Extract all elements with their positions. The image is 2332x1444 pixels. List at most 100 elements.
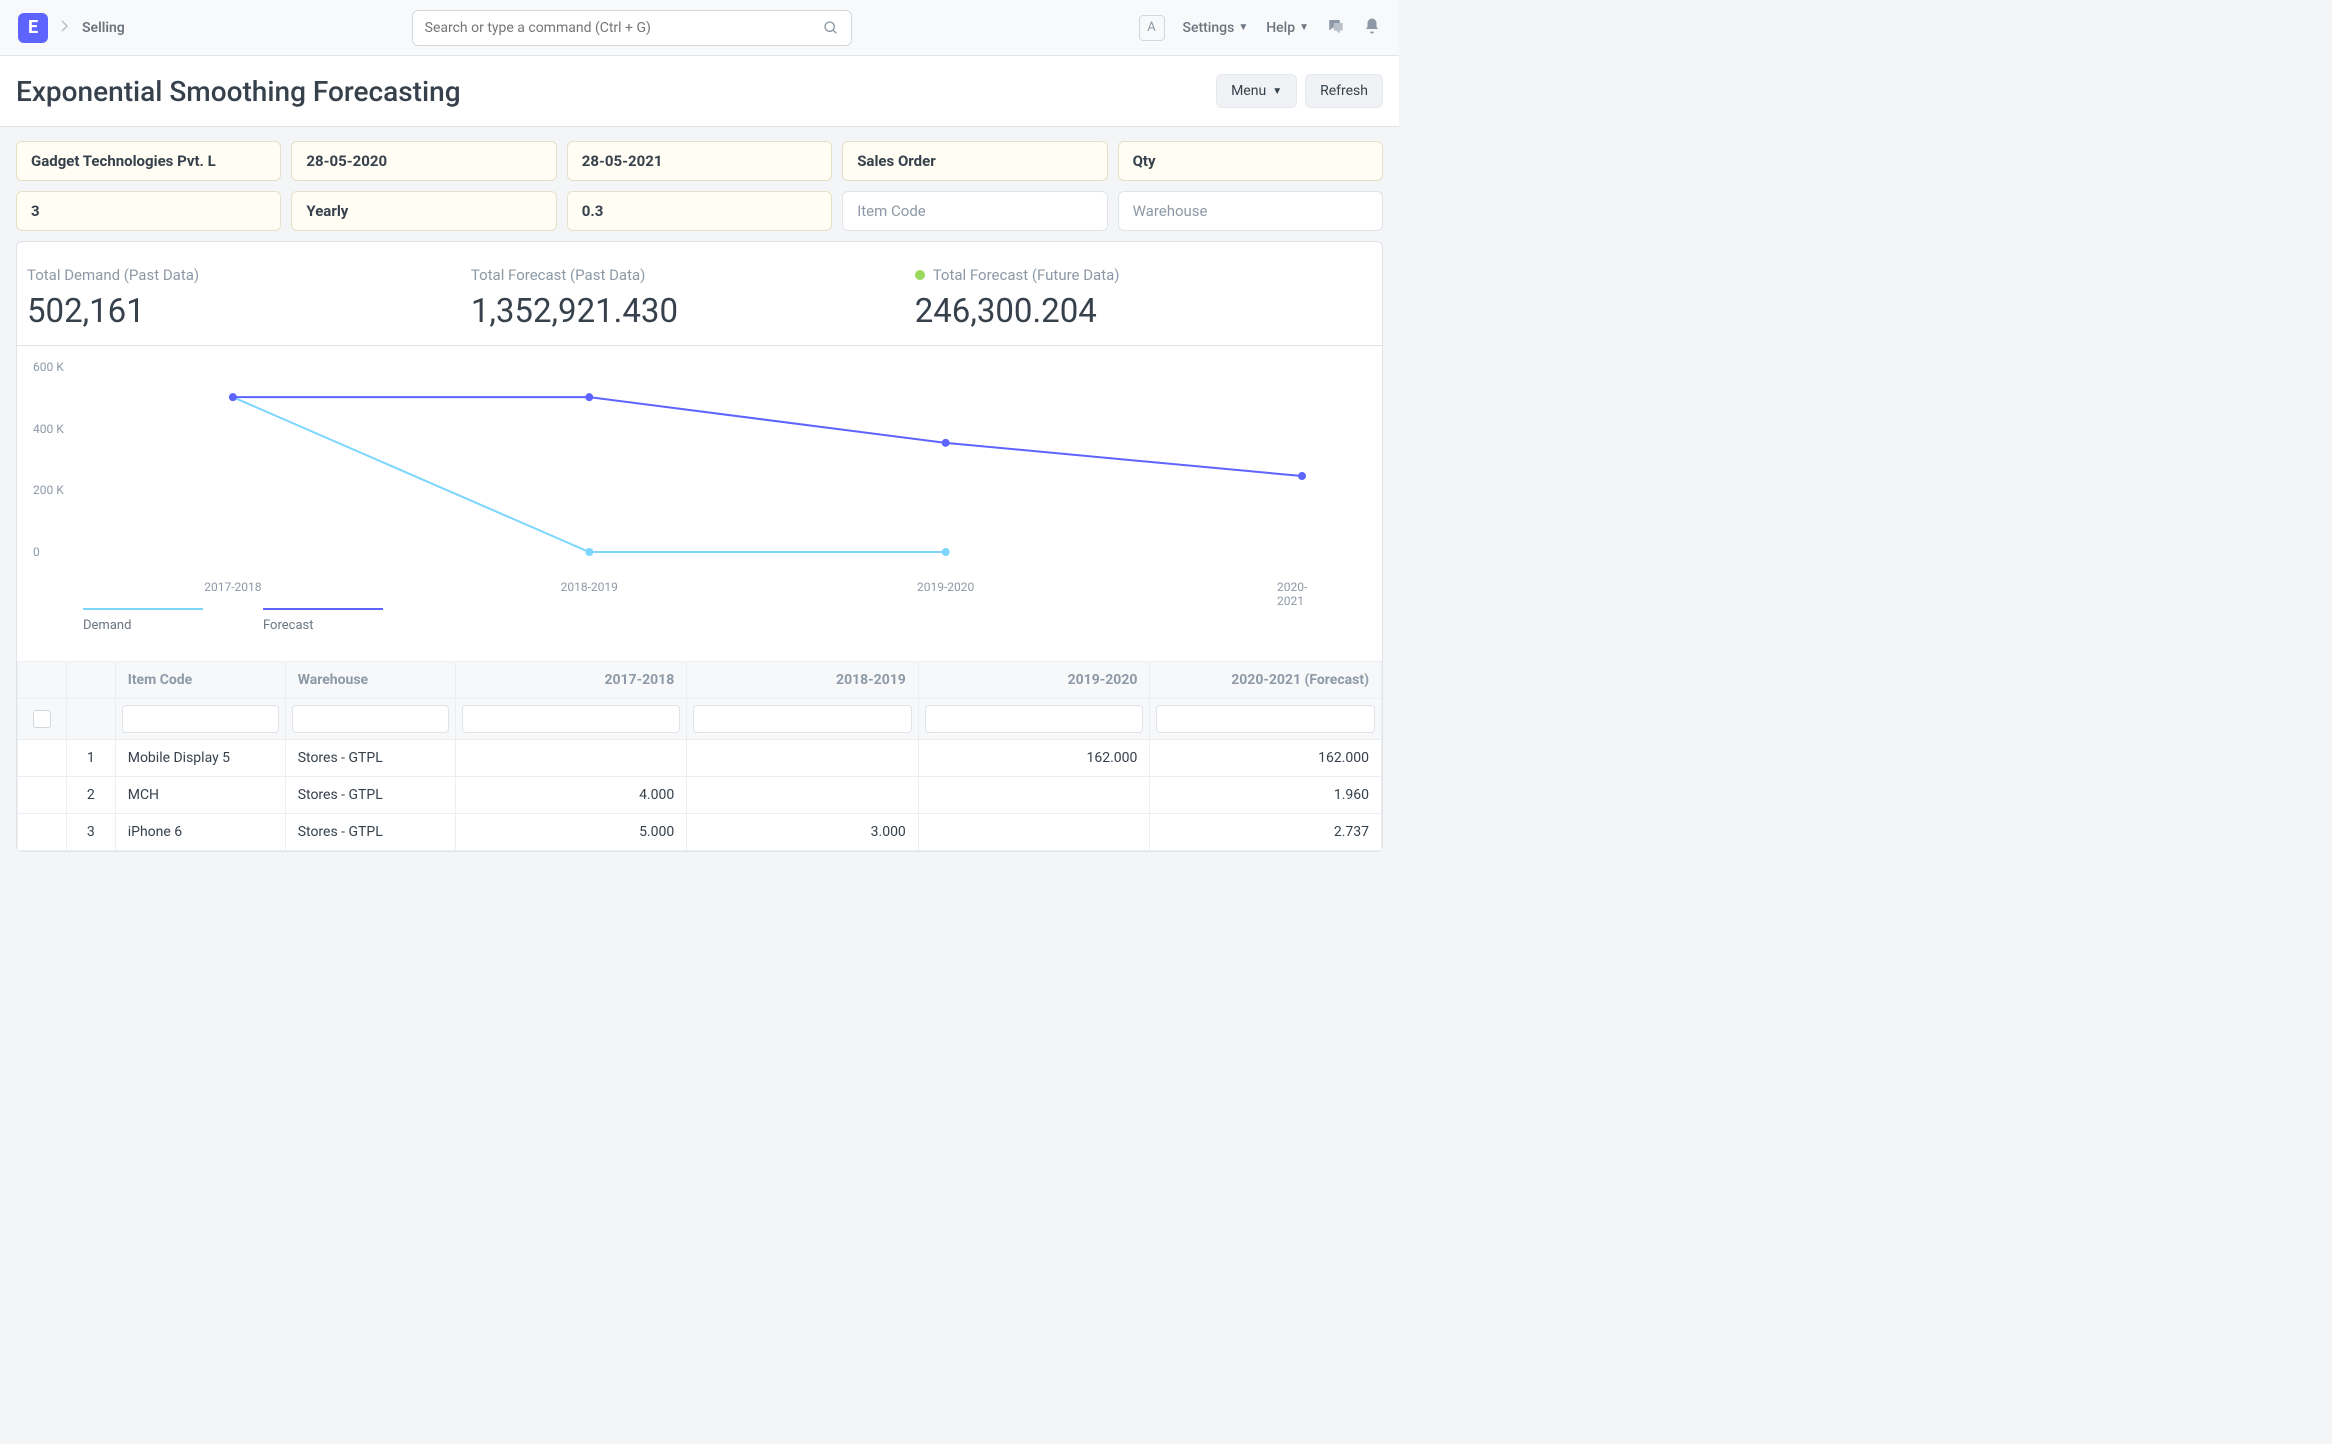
filter-r2-0[interactable]: 3 [16, 191, 281, 231]
table-row[interactable]: 3iPhone 6Stores - GTPL5.0003.0002.737 [18, 814, 1382, 851]
filter-placeholder-1[interactable]: Warehouse [1118, 191, 1383, 231]
table-container: Item CodeWarehouse2017-20182018-20192019… [17, 661, 1382, 851]
chevron-right-icon [60, 20, 70, 36]
settings-label: Settings [1183, 20, 1235, 36]
filter-r2-1[interactable]: Yearly [291, 191, 556, 231]
search-bar[interactable] [412, 10, 852, 46]
table-cell: 162.000 [1150, 740, 1382, 777]
table-header[interactable]: 2018-2019 [687, 662, 919, 699]
help-label: Help [1266, 20, 1295, 36]
filter-row-1: Gadget Technologies Pvt. L28-05-2020 28-0… [16, 141, 1383, 181]
column-filter-input[interactable] [693, 705, 912, 733]
table-cell: iPhone 6 [115, 814, 285, 851]
summary-item-2: Total Forecast (Future Data) 246,300.204 [915, 266, 1359, 331]
menu-button-label: Menu [1231, 83, 1266, 99]
page-header: Exponential Smoothing Forecasting Menu ▼… [0, 56, 1399, 127]
table-cell: 1 [66, 740, 115, 777]
menu-button[interactable]: Menu ▼ [1216, 74, 1297, 108]
filter-1[interactable]: 28-05-2020 [291, 141, 556, 181]
y-tick-label: 600 K [33, 360, 64, 374]
table-cell [918, 814, 1150, 851]
filter-placeholder-0[interactable]: Item Code [842, 191, 1107, 231]
filter-r2-2[interactable]: 0.3 [567, 191, 832, 231]
search-input[interactable] [425, 20, 823, 36]
table-filter-row [18, 699, 1382, 740]
table-cell: Mobile Display 5 [115, 740, 285, 777]
column-filter-input[interactable] [925, 705, 1144, 733]
table-header[interactable]: 2017-2018 [455, 662, 687, 699]
page-title: Exponential Smoothing Forecasting [16, 75, 461, 108]
legend-label: Forecast [263, 618, 383, 633]
table-header[interactable]: Item Code [115, 662, 285, 699]
dot-icon [915, 270, 925, 280]
legend-item-demand[interactable]: Demand [83, 608, 203, 633]
caret-down-icon: ▼ [1299, 22, 1309, 33]
app-logo[interactable]: E [18, 13, 48, 43]
summary-label: Total Demand (Past Data) [27, 266, 471, 284]
y-tick-label: 400 K [33, 422, 64, 436]
x-tick-label: 2019-2020 [917, 580, 974, 594]
filter-3[interactable]: Sales Order [842, 141, 1107, 181]
table-cell: Stores - GTPL [285, 740, 455, 777]
summary-item-1: Total Forecast (Past Data) 1,352,921.430 [471, 266, 915, 331]
summary-value: 1,352,921.430 [471, 292, 915, 331]
forecast-chart: 0200 K400 K600 K2017-20182018-20192019-2… [83, 362, 1352, 572]
data-table: Item CodeWarehouse2017-20182018-20192019… [17, 661, 1382, 851]
table-cell [918, 777, 1150, 814]
y-tick-label: 200 K [33, 483, 64, 497]
filter-0[interactable]: Gadget Technologies Pvt. L [16, 141, 281, 181]
table-header[interactable]: Warehouse [285, 662, 455, 699]
legend-label: Demand [83, 618, 203, 633]
settings-menu[interactable]: Settings ▼ [1183, 20, 1249, 36]
table-cell: MCH [115, 777, 285, 814]
table-header-check[interactable] [18, 662, 67, 699]
chart-container: 0 200 K 400 K 600 K 2017-2018 2018-2019 2019-2… [17, 345, 1382, 643]
summary-item-0: Total Demand (Past Data) 502,161 [27, 266, 471, 331]
filter-2[interactable]: 28-05-2021 [567, 141, 832, 181]
column-filter-input[interactable] [1156, 705, 1375, 733]
refresh-button[interactable]: Refresh [1305, 74, 1383, 108]
table-cell: 3 [66, 814, 115, 851]
table-cell [455, 740, 687, 777]
legend-line-icon [263, 608, 383, 610]
summary-value: 246,300.204 [915, 292, 1359, 331]
table-cell: Stores - GTPL [285, 777, 455, 814]
x-tick-label: 2020-2021 [1277, 580, 1327, 608]
table-cell [687, 777, 919, 814]
table-row[interactable]: 2MCHStores - GTPL4.0001.960 [18, 777, 1382, 814]
table-cell: 162.000 [918, 740, 1150, 777]
column-filter-input[interactable] [122, 705, 279, 733]
caret-down-icon: ▼ [1238, 22, 1248, 33]
table-cell: Stores - GTPL [285, 814, 455, 851]
x-tick-label: 2018-2019 [561, 580, 618, 594]
x-tick-label: 2017-2018 [204, 580, 261, 594]
breadcrumb-selling[interactable]: Selling [82, 20, 125, 36]
chart-legend: Demand Forecast [83, 608, 1372, 633]
table-header[interactable] [66, 662, 115, 699]
bell-icon[interactable] [1363, 17, 1381, 39]
legend-item-forecast[interactable]: Forecast [263, 608, 383, 633]
summary-cards: Total Demand (Past Data)502,161Total For… [17, 242, 1382, 345]
checkbox[interactable] [33, 710, 51, 728]
navbar: E Selling A Settings ▼ Help ▼ [0, 0, 1399, 56]
column-filter-input[interactable] [462, 705, 681, 733]
table-row[interactable]: 1Mobile Display 5Stores - GTPL 162.000162… [18, 740, 1382, 777]
table-cell [687, 740, 919, 777]
caret-down-icon: ▼ [1272, 86, 1282, 97]
user-avatar[interactable]: A [1139, 15, 1165, 41]
filter-row-2: 3Yearly 0.3Item Code Warehouse [16, 191, 1383, 231]
table-header[interactable]: 2020-2021 (Forecast) [1150, 662, 1382, 699]
chat-icon[interactable] [1327, 17, 1345, 39]
summary-label: Total Forecast (Future Data) [915, 266, 1359, 284]
summary-label: Total Forecast (Past Data) [471, 266, 915, 284]
table-cell: 1.960 [1150, 777, 1382, 814]
summary-value: 502,161 [27, 292, 471, 331]
filter-4[interactable]: Qty [1118, 141, 1383, 181]
table-cell: 5.000 [455, 814, 687, 851]
table-cell: 2 [66, 777, 115, 814]
y-tick-label: 0 [33, 545, 40, 559]
table-header[interactable]: 2019-2020 [918, 662, 1150, 699]
column-filter-input[interactable] [292, 705, 449, 733]
help-menu[interactable]: Help ▼ [1266, 20, 1309, 36]
chart-svg [83, 362, 1352, 572]
